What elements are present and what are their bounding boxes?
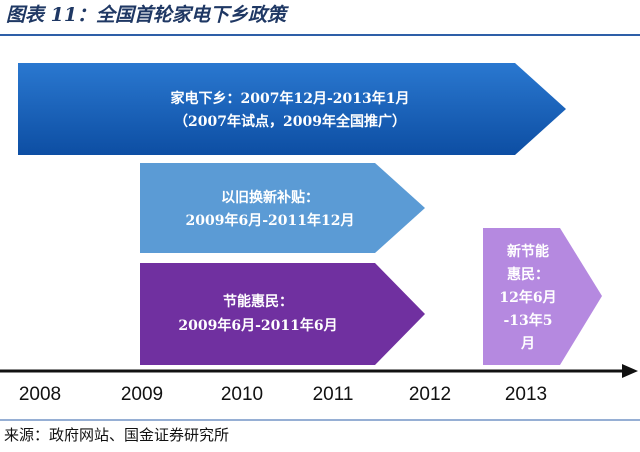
arrow-text: 2009年6月-2011年12月: [186, 212, 355, 229]
year-label: 2013: [505, 384, 547, 405]
arrow-text: 2009年6月-2011年6月: [178, 317, 337, 334]
arrow-text: 家电下乡：2007年12月-2013年1月: [171, 90, 410, 107]
arrow-text: 12年6月: [499, 289, 556, 306]
arrow-text: 月: [520, 336, 535, 352]
timeline-arrowhead: [622, 364, 638, 378]
year-label: 2009: [121, 384, 163, 405]
arrow-text: 惠民：: [507, 266, 549, 283]
arrow-new-energy-saving: [483, 228, 602, 365]
arrow-energy-saving: [140, 263, 425, 365]
year-label: 2012: [409, 384, 451, 405]
title: 图表 11：全国首轮家电下乡政策: [6, 4, 289, 26]
arrow-text: 节能惠民：: [223, 293, 293, 310]
arrow-text: 新节能: [507, 243, 549, 260]
arrow-text: -13年5: [503, 312, 552, 329]
source: 来源：政府网站、国金证券研究所: [4, 426, 229, 444]
arrow-text: 以旧换新补贴：: [221, 189, 319, 206]
year-label: 2008: [19, 384, 61, 405]
year-labels: 2008 2009 2010 2011 2012 2013: [19, 384, 547, 405]
arrow-home-appliances: [18, 63, 566, 155]
year-label: 2010: [221, 384, 263, 405]
arrow-text: （2007年试点，2009年全国推广）: [174, 113, 406, 130]
arrow-trade-in: [140, 163, 425, 253]
year-label: 2011: [313, 384, 354, 405]
